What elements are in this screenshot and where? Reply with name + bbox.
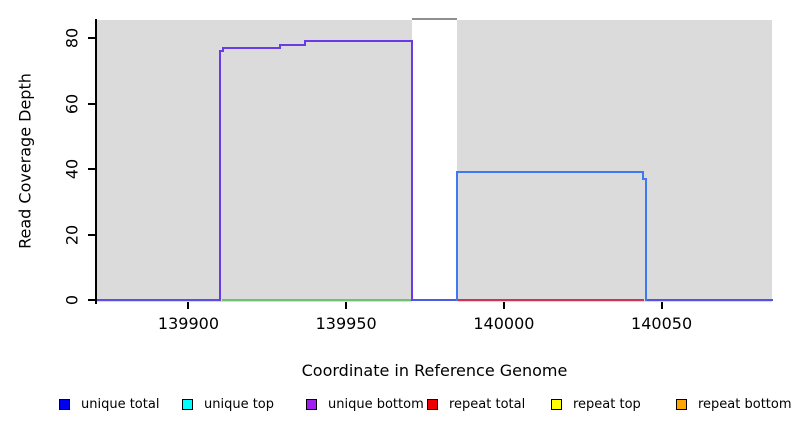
baseline-segment-1 — [222, 299, 414, 301]
y-tick — [88, 233, 95, 236]
baseline-segment-0 — [96, 299, 221, 301]
legend-swatch-unique-bottom — [306, 399, 317, 410]
unique-bottom-coverage-plateau-vseg — [304, 40, 307, 46]
unique-total-coverage-plateau-vseg — [455, 171, 458, 301]
legend-item-repeat-bottom: repeat bottom — [676, 397, 792, 413]
unique-bottom-coverage-plateau-vseg — [219, 50, 221, 301]
unique-total-coverage-plateau-hseg — [641, 177, 647, 180]
y-tick-label: 40 — [62, 158, 82, 180]
x-tick — [660, 302, 663, 309]
y-tick — [88, 102, 95, 105]
legend-item-unique-total: unique total — [59, 397, 179, 413]
unique-bottom-coverage-plateau-vseg — [411, 40, 414, 301]
x-tick — [345, 302, 348, 309]
unique-bottom-coverage-plateau-hseg — [278, 43, 307, 46]
legend-label: unique bottom — [328, 397, 424, 412]
y-axis-title: Read Coverage Depth — [15, 73, 35, 249]
unique-total-coverage-plateau-vseg — [641, 171, 644, 180]
legend-swatch-repeat-total — [427, 399, 438, 410]
y-tick — [88, 168, 95, 170]
y-tick-label: 60 — [62, 93, 82, 114]
x-tick — [187, 302, 190, 309]
covered-region-right — [456, 20, 772, 302]
legend-label: repeat total — [449, 397, 526, 412]
legend-item-repeat-top: repeat top — [551, 397, 671, 413]
unique-bottom-coverage-plateau-vseg — [278, 43, 281, 49]
unique-bottom-coverage-plateau-hseg — [222, 46, 281, 49]
y-tick — [88, 37, 95, 39]
legend-item-unique-bottom: unique bottom — [306, 397, 426, 413]
x-tick-label: 139900 — [157, 314, 219, 333]
unique-total-coverage-plateau-vseg — [644, 177, 647, 301]
baseline-segment-3 — [455, 299, 644, 301]
y-tick-label: 80 — [62, 27, 82, 49]
y-tick — [88, 299, 95, 301]
legend-item-repeat-total: repeat total — [427, 397, 547, 413]
x-axis-title: Coordinate in Reference Genome — [301, 361, 568, 380]
legend-label: repeat top — [573, 397, 641, 412]
legend-swatch-repeat-top — [551, 399, 562, 410]
legend-swatch-unique-top — [182, 399, 193, 410]
baseline-segment-4 — [644, 299, 773, 301]
legend-label: unique top — [204, 397, 275, 412]
y-axis-line — [95, 19, 97, 304]
x-tick-label: 139950 — [315, 314, 377, 333]
legend: unique total unique top unique bottom repea… — [0, 392, 792, 422]
unique-total-coverage-plateau-hseg — [455, 171, 644, 174]
unique-bottom-coverage-plateau-vseg — [222, 46, 225, 53]
legend-item-unique-top: unique top — [182, 397, 302, 413]
y-tick-label: 20 — [62, 224, 82, 245]
covered-region-left — [97, 20, 413, 302]
legend-label: unique total — [81, 397, 160, 412]
baseline-segment-2 — [411, 299, 458, 301]
clipped-coverage-line — [412, 18, 457, 20]
x-tick-label: 140000 — [473, 314, 535, 333]
legend-label: repeat bottom — [698, 397, 792, 412]
x-tick-label: 140050 — [631, 314, 693, 333]
unique-bottom-coverage-plateau-hseg — [219, 50, 225, 53]
x-tick — [502, 302, 505, 309]
y-tick-label: 0 — [62, 294, 82, 306]
legend-swatch-unique-total — [59, 399, 70, 410]
unique-bottom-coverage-plateau-hseg — [304, 40, 414, 43]
legend-swatch-repeat-bottom — [676, 399, 687, 410]
